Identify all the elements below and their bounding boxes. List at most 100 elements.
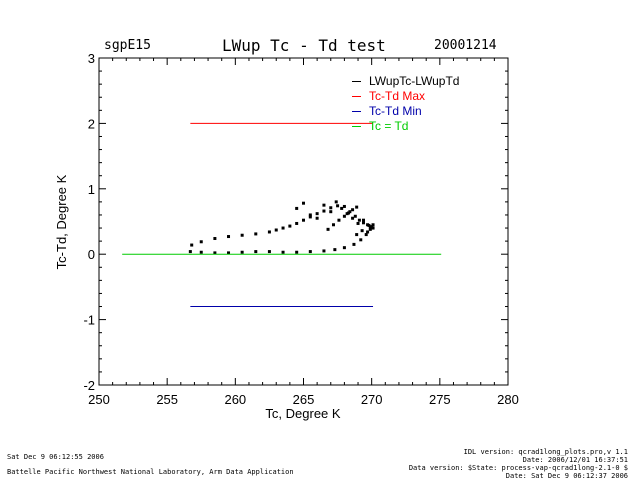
data-point (267, 250, 271, 254)
legend-entry-2: Tc-Td Min (352, 104, 422, 118)
data-point (267, 230, 271, 234)
x-axis-label: Tc, Degree K (265, 406, 340, 421)
date-label: 20001214 (434, 38, 497, 53)
legend-swatch (352, 111, 361, 113)
data-point (254, 232, 258, 236)
y-tick-label: 2 (88, 116, 95, 131)
data-point (342, 204, 346, 208)
footer-date2: Date: Sat Dec 9 06:12:37 2006 (505, 472, 628, 480)
legend-swatch (352, 96, 361, 98)
footer-lab: Battelle Pacific Northwest National Labo… (7, 468, 294, 476)
data-point (334, 200, 338, 204)
footer-date: Date: 2006/12/01 16:37:51 (522, 456, 628, 464)
data-point (254, 250, 258, 254)
data-point (333, 248, 337, 252)
data-point (281, 226, 285, 230)
data-point (295, 206, 299, 210)
data-point (361, 218, 365, 222)
data-point (353, 214, 357, 218)
data-point (360, 229, 364, 233)
data-point (315, 212, 319, 216)
data-point (359, 238, 363, 242)
data-point (308, 215, 312, 219)
x-tick-label: 280 (497, 392, 519, 407)
data-point (356, 221, 360, 225)
axis-ticks: 250 255 260 265 270 275 280 -2 -1 0 1 2 3 (83, 51, 518, 407)
chart-title: LWup Tc - Td test (222, 36, 386, 55)
data-point (199, 250, 203, 254)
data-point (213, 251, 217, 255)
y-axis-label: Tc-Td, Degree K (54, 174, 69, 269)
data-point (295, 250, 299, 254)
legend-label: Tc = Td (369, 119, 409, 133)
data-point (322, 203, 326, 207)
data-point (345, 212, 349, 216)
data-point (302, 218, 305, 222)
data-point (329, 210, 333, 214)
legend-entry-3: Tc = Td (352, 119, 408, 133)
data-point (355, 205, 359, 209)
data-point (322, 249, 326, 253)
data-point (351, 216, 355, 220)
data-point (336, 204, 340, 208)
data-point (308, 250, 312, 254)
data-point (351, 208, 355, 212)
y-tick-label: 3 (88, 51, 95, 66)
data-point (240, 250, 244, 254)
data-point (340, 206, 344, 210)
legend-swatch (352, 126, 361, 128)
legend-entry-1: Tc-Td Max (352, 89, 425, 103)
data-point (308, 213, 312, 217)
data-point (227, 235, 231, 239)
x-tick-label: 250 (88, 392, 110, 407)
data-point (355, 233, 359, 237)
x-tick-label: 275 (429, 392, 451, 407)
data-point (366, 230, 370, 234)
data-point (368, 227, 372, 231)
data-point (342, 214, 346, 218)
x-tick-label: 270 (361, 392, 383, 407)
y-tick-label: 0 (88, 247, 95, 262)
y-tick-label: -1 (83, 313, 95, 328)
data-point (213, 237, 217, 241)
data-point (315, 216, 319, 220)
data-point (337, 218, 341, 222)
data-point (322, 209, 326, 213)
data-point (364, 233, 368, 237)
legend-label: Tc-Td Max (369, 89, 426, 103)
data-point (190, 243, 194, 247)
data-point (274, 228, 278, 232)
site-label: sgpE15 (104, 38, 151, 53)
y-tick-label: -2 (83, 378, 95, 393)
data-point (295, 221, 299, 225)
data-point (370, 225, 374, 229)
data-point (342, 246, 346, 250)
x-tick-label: 265 (293, 392, 315, 407)
data-point (331, 223, 335, 227)
data-point (371, 223, 375, 227)
data-point (357, 218, 361, 222)
data-point (329, 206, 333, 210)
legend-label: Tc-Td Min (369, 104, 422, 118)
x-tick-label: 255 (156, 392, 178, 407)
footer-timestamp: Sat Dec 9 06:12:55 2006 (7, 453, 104, 461)
legend-swatch (352, 81, 361, 83)
data-point (326, 227, 330, 231)
footer-data-version: Data version: $State: process-vap-qcrad1… (408, 464, 628, 472)
data-point (367, 223, 371, 227)
data-point (240, 233, 244, 237)
legend-label: LWupTc-LWupTd (369, 74, 460, 88)
data-point (352, 242, 356, 246)
data-point (288, 224, 292, 228)
data-point (361, 221, 365, 225)
data-point (302, 201, 305, 205)
x-tick-label: 260 (224, 392, 246, 407)
legend-entry-0: LWupTc-LWupTd (352, 74, 459, 88)
data-point (199, 240, 203, 244)
data-point (281, 250, 285, 254)
footer-idl-version: IDL version: qcrad1long_plots.pro,v 1.1 (463, 448, 628, 456)
data-point (227, 251, 231, 255)
data-point (188, 250, 192, 254)
chart-series (122, 122, 442, 308)
